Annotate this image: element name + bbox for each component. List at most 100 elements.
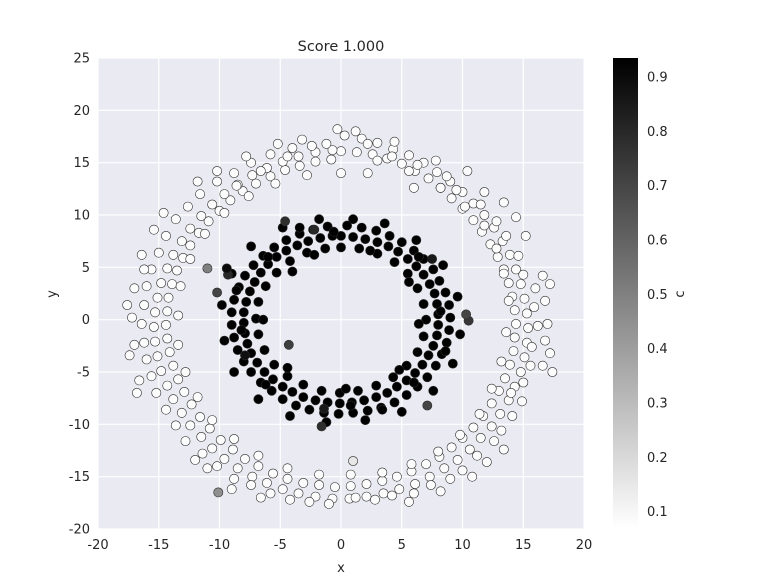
colorbar <box>613 58 638 528</box>
data-point <box>511 264 521 275</box>
data-point <box>348 214 358 225</box>
data-point <box>424 279 435 289</box>
data-point <box>176 236 187 247</box>
data-point <box>170 420 181 431</box>
data-point <box>221 263 232 274</box>
data-point <box>435 306 446 317</box>
data-point <box>212 461 222 472</box>
data-point <box>161 230 171 241</box>
colorbar-tick-labels: 0.1 0.2 0.3 0.4 0.5 0.6 0.7 0.8 0.9 <box>647 71 668 521</box>
data-point <box>150 336 160 347</box>
data-point <box>168 394 179 405</box>
data-point <box>526 341 537 352</box>
data-point <box>500 373 510 384</box>
data-point <box>243 191 254 202</box>
data-point <box>336 146 346 157</box>
data-point <box>445 473 456 484</box>
y-tick-label: 10 <box>73 209 90 224</box>
data-point <box>387 490 397 501</box>
data-point <box>196 431 207 442</box>
data-point <box>452 454 463 465</box>
data-point <box>361 491 372 502</box>
data-point <box>486 398 497 409</box>
data-point <box>240 270 250 281</box>
data-point <box>207 443 218 454</box>
data-point <box>332 124 343 135</box>
data-point <box>315 233 326 243</box>
colorbar-label: c <box>673 290 688 297</box>
data-point <box>428 385 439 396</box>
data-point <box>396 158 407 169</box>
colorbar-tick-label: 0.8 <box>647 125 668 140</box>
data-point <box>339 130 350 141</box>
data-point <box>504 359 515 370</box>
data-point <box>281 235 292 245</box>
data-point <box>226 319 237 330</box>
data-point <box>508 346 519 356</box>
data-point <box>404 496 414 507</box>
data-point <box>232 463 243 474</box>
data-point <box>439 463 450 474</box>
data-point <box>402 254 413 264</box>
data-point <box>509 332 520 343</box>
data-point <box>173 310 184 321</box>
data-point <box>219 453 230 464</box>
data-point <box>474 408 485 419</box>
scatter-points <box>122 124 558 509</box>
y-tick-labels: -20 -15 -10 -5 0 5 10 15 20 25 <box>69 52 90 538</box>
data-point <box>173 374 184 385</box>
data-point <box>377 404 388 415</box>
data-point <box>163 292 174 303</box>
data-point <box>517 396 527 407</box>
data-point <box>268 468 278 479</box>
data-point <box>429 288 440 299</box>
data-point <box>229 168 239 178</box>
data-point <box>249 277 260 287</box>
data-point <box>152 292 163 303</box>
data-point <box>321 138 332 149</box>
data-point <box>282 473 293 484</box>
data-point <box>498 268 509 279</box>
data-point <box>232 345 243 355</box>
data-point <box>185 240 196 251</box>
data-point <box>519 352 530 363</box>
data-point <box>540 295 550 306</box>
x-tick-label: -10 <box>209 538 230 553</box>
data-point <box>410 479 420 489</box>
data-point <box>148 322 159 332</box>
data-point <box>314 480 324 490</box>
data-point <box>192 392 203 402</box>
data-point <box>372 155 383 166</box>
data-point <box>432 330 442 341</box>
data-point <box>371 225 382 236</box>
data-point <box>377 475 388 486</box>
data-point <box>213 487 224 498</box>
x-tick-label: -15 <box>148 538 169 553</box>
data-point <box>384 230 395 241</box>
data-point <box>479 220 490 231</box>
data-point <box>433 446 444 457</box>
data-point <box>282 151 293 162</box>
data-point <box>350 126 361 137</box>
x-tick-label: 15 <box>515 538 532 553</box>
data-point <box>148 224 159 235</box>
data-point <box>253 329 264 340</box>
data-point <box>162 380 173 391</box>
data-point <box>186 399 197 410</box>
data-point <box>236 325 247 335</box>
data-point <box>277 394 288 405</box>
data-point <box>242 338 253 349</box>
data-point <box>219 335 230 346</box>
data-point <box>350 492 361 503</box>
data-point <box>168 360 179 371</box>
data-point <box>421 314 431 325</box>
data-point <box>523 323 533 333</box>
data-point <box>255 492 266 503</box>
data-point <box>511 318 521 329</box>
data-point <box>293 488 304 499</box>
data-point <box>361 479 372 489</box>
data-point <box>432 167 442 177</box>
data-point <box>180 367 191 377</box>
data-point <box>190 454 201 465</box>
data-point <box>423 350 434 361</box>
